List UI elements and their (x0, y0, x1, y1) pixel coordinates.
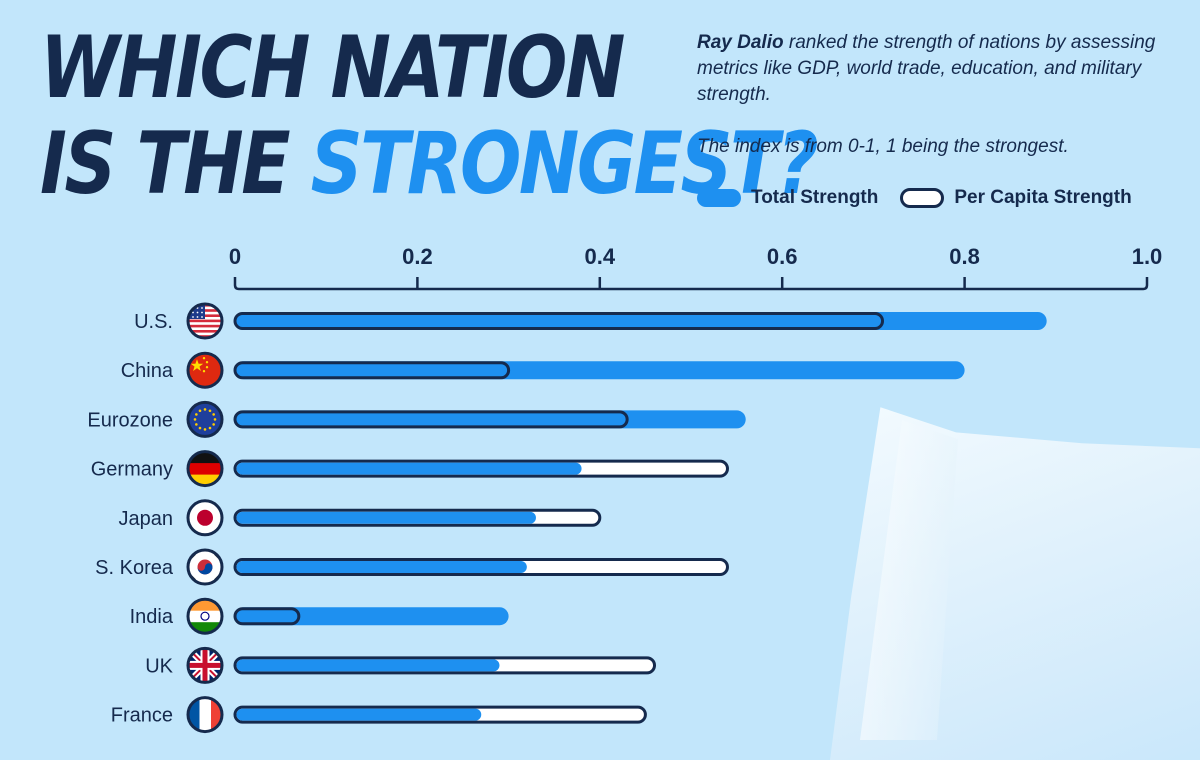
chart-title: WHICH NATION IS THE STRONGEST? (40, 18, 819, 214)
category-label: Eurozone (87, 409, 173, 431)
x-tick-label: 0.6 (767, 244, 798, 269)
category-label: France (111, 705, 173, 727)
legend: Total Strength Per Capita Strength (697, 184, 1154, 212)
china-flag-icon (186, 351, 224, 389)
legend-per-capita-swatch (900, 188, 945, 208)
category-label: India (130, 606, 174, 628)
intro-body: ranked the strength of nations by assess… (697, 32, 1156, 105)
category-label: S. Korea (95, 557, 174, 579)
x-axis-line (233, 277, 1149, 291)
category-label: U.S. (134, 311, 173, 333)
bar-row-france: France (111, 696, 647, 734)
france-flag-icon (186, 696, 224, 734)
eu-flag-icon (186, 400, 224, 438)
total-strength-bar (236, 511, 536, 524)
bar-row-s-korea: S. Korea (95, 548, 729, 586)
x-tick-label: 0.8 (949, 244, 980, 269)
total-strength-bar (236, 462, 582, 475)
germany-flag-icon (186, 450, 224, 488)
japan-flag-icon (186, 499, 224, 537)
us-flag-icon (186, 302, 224, 340)
intro-bold: Ray Dalio (697, 32, 784, 53)
x-tick-label: 1.0 (1132, 244, 1163, 269)
x-tick-label: 0.4 (585, 244, 616, 269)
india-flag-icon (186, 597, 224, 635)
legend-total-swatch (697, 189, 741, 207)
category-label: Japan (119, 508, 174, 530)
uk-flag-icon (186, 646, 224, 684)
total-strength-bar (235, 607, 509, 626)
x-axis: 0 0.2 0.4 0.6 0.8 1.0 (229, 244, 1163, 291)
category-label: Germany (91, 459, 173, 481)
per-capita-bar (233, 312, 885, 330)
bar-row-germany: Germany (91, 450, 729, 488)
bar-rows: U.S. China Eurozone Germany Japan S. Korea Ind… (87, 302, 1047, 734)
category-label: UK (145, 655, 173, 677)
x-tick-label: 0.2 (402, 244, 433, 269)
bar-chart: 0 0.2 0.4 0.6 0.8 1.0 U.S. China Eurozone German… (87, 244, 1163, 734)
intro-text: Ray Dalio ranked the strength of nations… (697, 30, 1177, 108)
bar-row-eurozone: Eurozone (87, 400, 746, 438)
index-note: The index is from 0-1, 1 being the stron… (697, 136, 1069, 157)
bar-row-japan: Japan (119, 499, 602, 537)
legend-per-capita: Per Capita Strength (900, 187, 1132, 209)
per-capita-bar (233, 410, 629, 429)
title-line-1: WHICH NATION (40, 18, 625, 118)
legend-per-capita-label: Per Capita Strength (954, 187, 1132, 208)
south-korea-flag-icon (186, 548, 224, 586)
total-strength-bar (236, 561, 527, 573)
bar-row-u-s: U.S. (134, 302, 1047, 340)
bar-row-india: India (130, 597, 509, 635)
bar-row-uk: UK (145, 646, 657, 684)
per-capita-bar (233, 607, 301, 626)
total-strength-bar (236, 708, 482, 721)
total-strength-bar (236, 659, 500, 672)
legend-total-label: Total Strength (751, 187, 879, 208)
legend-total: Total Strength (697, 187, 878, 209)
per-capita-bar (233, 361, 511, 380)
category-label: China (121, 360, 174, 382)
bar-row-china: China (121, 351, 965, 389)
x-tick-label: 0 (229, 244, 241, 269)
title-line-2-prefix: IS THE (40, 114, 311, 214)
